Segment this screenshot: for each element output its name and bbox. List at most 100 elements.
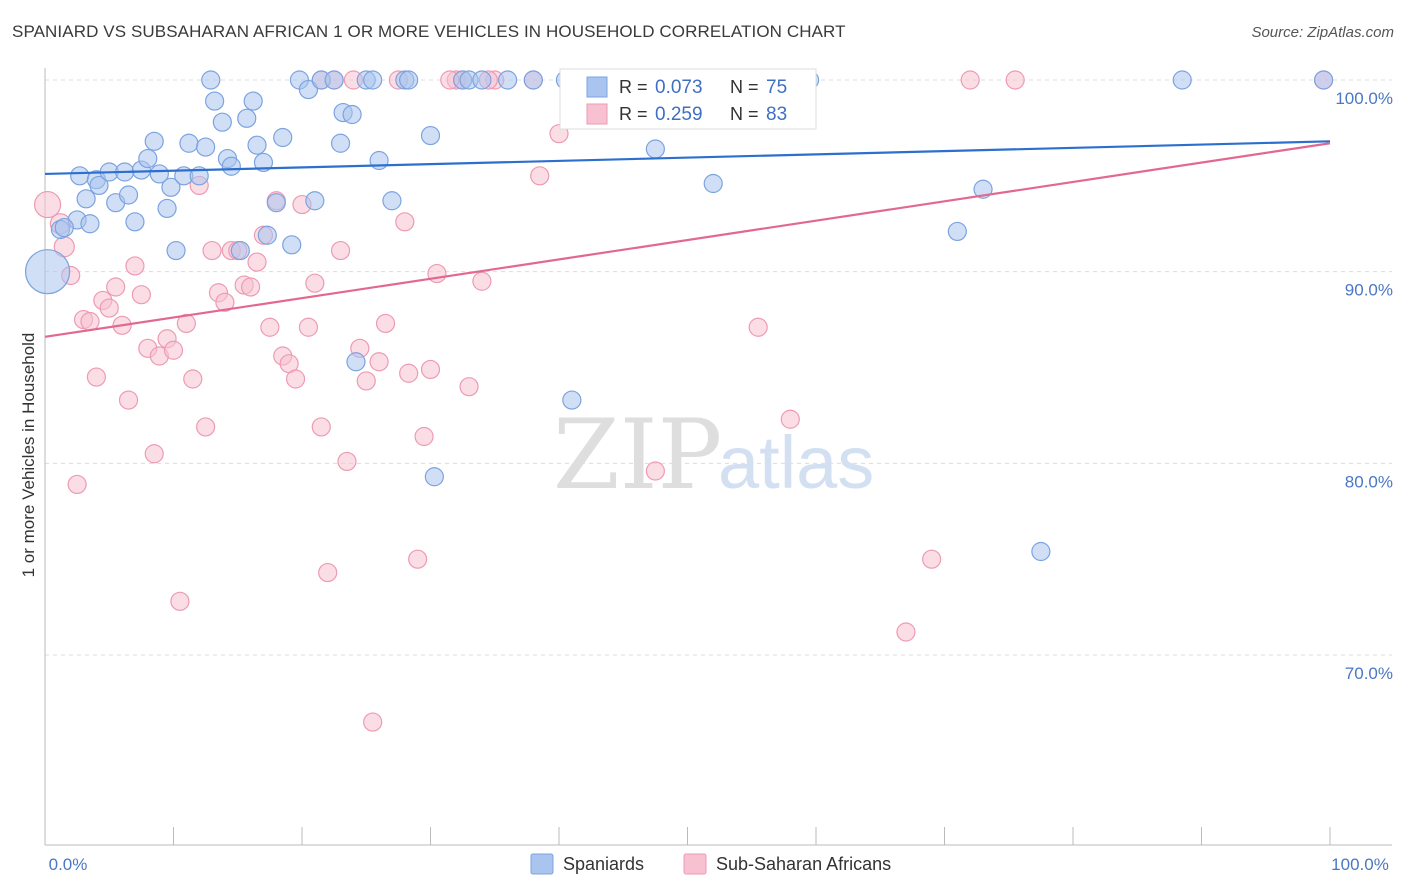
axes — [44, 68, 1392, 846]
spaniards-point — [138, 148, 158, 169]
trend-lines — [44, 140, 1331, 338]
spaniards-point — [298, 79, 319, 100]
x-tick-label-max: 100.0% — [1331, 855, 1389, 874]
spaniards-point — [330, 133, 351, 153]
legend-r-label-1: R = — [619, 77, 648, 97]
spaniards-point — [24, 249, 71, 295]
sub-saharan-point — [748, 317, 768, 337]
spaniards-point — [257, 225, 277, 245]
spaniards-point — [125, 212, 145, 232]
watermark-atlas: atlas — [718, 421, 874, 504]
bottom-legend-swatch-spaniards — [530, 853, 554, 875]
spaniards-point — [1313, 70, 1334, 90]
spaniards-point — [157, 198, 177, 219]
spaniards-point — [161, 177, 181, 197]
legend-n-label-2: N = — [730, 104, 759, 124]
sub-saharan-point — [215, 292, 235, 312]
trend-line-sub-saharan — [44, 142, 1331, 338]
spaniards-point — [324, 70, 344, 90]
spaniards-point — [253, 152, 274, 173]
spaniards-point — [201, 70, 221, 90]
sub-saharan-point — [260, 317, 280, 337]
sub-saharan-point — [176, 313, 196, 334]
spaniards-point — [266, 193, 286, 213]
sub-saharan-point — [330, 240, 351, 261]
legend-r-label-2: R = — [619, 104, 648, 124]
spaniards-point — [80, 214, 100, 234]
spaniards-point — [472, 70, 492, 90]
sub-saharan-point — [530, 166, 550, 186]
spaniards-point — [196, 137, 216, 157]
spaniards-point — [166, 240, 186, 261]
spaniards-point — [399, 70, 419, 90]
sub-saharan-point — [472, 271, 492, 291]
sub-saharan-point — [305, 273, 325, 293]
spaniards-point — [273, 127, 293, 148]
spaniards-point — [363, 70, 383, 90]
sub-saharan-point — [369, 352, 389, 372]
spaniards-point — [342, 104, 362, 125]
sub-saharan-point — [33, 190, 62, 219]
watermark: ZIP atlas — [553, 399, 874, 511]
watermark-zip: ZIP — [553, 399, 722, 511]
spaniards-point — [189, 166, 209, 186]
sub-saharan-point — [106, 277, 126, 297]
sub-saharan-point — [125, 256, 145, 276]
spaniards-point — [70, 166, 90, 186]
sub-saharan-point — [67, 474, 87, 495]
sub-saharan-point — [408, 549, 428, 569]
sub-saharan-point — [298, 317, 319, 337]
y-tick-label-90: 90.0% — [1345, 281, 1393, 300]
sub-saharan-point — [170, 591, 190, 611]
spaniards-point — [1172, 70, 1192, 90]
sub-saharan-point — [922, 549, 942, 569]
legend-box: R = 0.073 N = 75 R = 0.259 N = 83 — [559, 68, 817, 130]
y-tick-label-70: 70.0% — [1345, 664, 1393, 683]
spaniards-point — [420, 125, 441, 146]
spaniards-point — [645, 139, 665, 159]
sub-saharan-point — [896, 622, 916, 642]
spaniards-point — [498, 70, 518, 90]
legend-swatch-sub-saharan — [586, 103, 608, 125]
sub-saharan-point — [399, 363, 419, 383]
sub-saharan-point — [86, 367, 107, 387]
bottom-legend: Spaniards Sub-Saharan Africans — [530, 853, 891, 875]
sub-saharan-point — [247, 252, 267, 272]
spaniards-point — [237, 108, 257, 128]
sub-saharan-point — [285, 369, 306, 389]
sub-saharan-point — [241, 277, 261, 297]
sub-saharan-point — [118, 390, 139, 410]
sub-saharan-point — [80, 311, 100, 332]
trend-line-spaniards — [44, 140, 1331, 176]
y-tick-label-100: 100.0% — [1335, 89, 1393, 108]
sub-saharan-point — [459, 377, 479, 397]
spaniards-point — [212, 112, 232, 132]
sub-saharan-point — [311, 417, 331, 437]
y-axis-label: 1 or more Vehicles in Household — [19, 333, 38, 578]
spaniards-point — [118, 185, 139, 205]
legend-n-value-2: 83 — [766, 104, 787, 125]
bottom-legend-spaniards: Spaniards — [563, 854, 644, 874]
sub-saharan-point — [1005, 70, 1025, 90]
sub-saharan-point — [645, 461, 665, 481]
spaniards-point — [282, 235, 302, 255]
sub-saharan-point — [99, 298, 119, 318]
legend-r-value-2: 0.259 — [655, 104, 703, 125]
sub-saharan-point — [131, 285, 151, 305]
sub-saharan-point — [427, 263, 447, 284]
sub-saharan-point — [356, 371, 376, 391]
legend-swatch-spaniards — [586, 76, 608, 98]
bottom-legend-sub-saharan: Sub-Saharan Africans — [716, 854, 891, 874]
chart-title: SPANIARD VS SUBSAHARAN AFRICAN 1 OR MORE… — [12, 22, 846, 41]
sub-saharan-point — [202, 240, 222, 261]
spaniards-point — [144, 131, 164, 151]
source-label: Source: ZipAtlas.com — [1251, 24, 1394, 41]
bottom-legend-swatch-sub-saharan — [683, 853, 707, 875]
sub-saharan-point — [375, 313, 396, 334]
spaniards-point — [305, 191, 325, 211]
x-tick-label-min: 0.0% — [49, 855, 88, 874]
spaniards-point — [346, 352, 366, 372]
sub-saharan-point — [163, 340, 184, 360]
legend-r-value-1: 0.073 — [655, 77, 703, 98]
